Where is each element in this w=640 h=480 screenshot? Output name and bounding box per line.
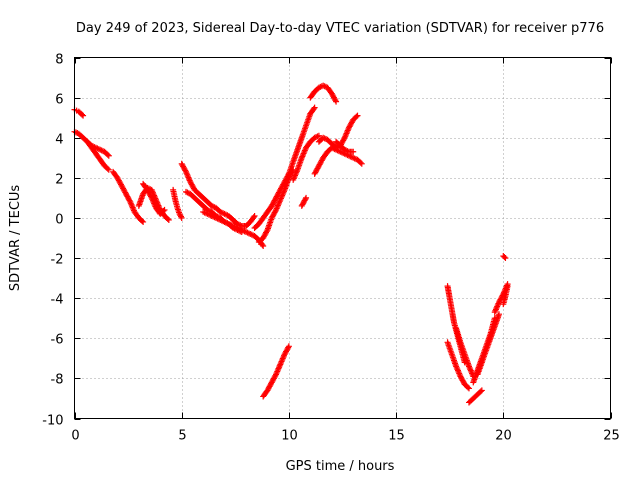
data-point <box>353 113 360 120</box>
series-arc16 <box>298 194 310 209</box>
data-point <box>260 243 267 250</box>
data-point <box>501 254 508 261</box>
y-axis-label: SDTVAR / TECUs <box>8 185 23 292</box>
series-arc14 <box>285 104 318 177</box>
data-point <box>285 344 292 351</box>
data-point <box>333 98 340 105</box>
data-point <box>250 214 257 221</box>
data-point <box>315 132 322 139</box>
series-arc12 <box>251 170 292 231</box>
x-tick-label: 20 <box>495 429 512 444</box>
data-point <box>285 172 292 179</box>
data-point <box>311 104 318 111</box>
x-tick-label: 0 <box>71 429 79 444</box>
data-point <box>147 193 154 200</box>
axis-ticks <box>74 57 612 420</box>
series-arc28 <box>500 283 511 308</box>
series-arc17 <box>307 82 340 105</box>
y-tick-label: 8 <box>55 53 63 68</box>
data-point <box>504 283 511 290</box>
plot-frame <box>74 57 611 419</box>
data-point <box>358 160 365 167</box>
y-tick-label: -10 <box>42 414 63 429</box>
y-tick-label: 0 <box>55 213 63 228</box>
x-tick-label: 5 <box>178 429 186 444</box>
data-point <box>357 159 364 166</box>
series-arc23 <box>453 325 477 380</box>
series-arc3 <box>84 138 112 159</box>
series-arc7 <box>170 186 185 221</box>
data-point <box>104 151 111 158</box>
data-point <box>105 166 112 173</box>
data-point <box>340 136 347 143</box>
y-tick-label: 6 <box>55 93 63 108</box>
data-point <box>259 241 266 248</box>
data-point <box>502 255 509 262</box>
data-point <box>139 217 146 224</box>
series-arc4 <box>110 168 147 225</box>
data-point <box>302 196 309 203</box>
y-tick-label: 2 <box>55 173 63 188</box>
data-point <box>251 212 258 219</box>
series-arc20 <box>333 138 357 155</box>
x-tick-label: 15 <box>388 429 405 444</box>
data-point <box>140 218 147 225</box>
series-arc15 <box>290 132 322 183</box>
data-points <box>71 82 511 406</box>
data-point <box>303 194 310 201</box>
data-point <box>496 311 503 318</box>
data-point <box>354 112 361 119</box>
chart-title: Day 249 of 2023, Sidereal Day-to-day VTE… <box>76 21 604 36</box>
data-point <box>161 206 168 213</box>
data-point <box>160 207 167 214</box>
data-point <box>104 165 111 172</box>
y-tick-label: 4 <box>55 133 63 148</box>
y-tick-label: -8 <box>51 373 64 388</box>
data-point <box>285 343 292 350</box>
series-arc8 <box>178 160 258 229</box>
series-arc13 <box>260 343 292 400</box>
x-tick-label: 10 <box>281 429 298 444</box>
data-point <box>177 213 184 220</box>
x-tick-label: 25 <box>603 429 620 444</box>
y-tick-label: -4 <box>51 293 64 308</box>
data-point <box>80 112 87 119</box>
series-arc6 <box>140 180 168 217</box>
y-tick-label: -6 <box>51 333 64 348</box>
series-arc5 <box>135 184 172 223</box>
data-point <box>182 167 189 174</box>
series-arc1 <box>71 106 87 119</box>
data-point <box>263 228 270 235</box>
data-point <box>178 214 185 221</box>
data-point <box>478 387 485 394</box>
data-point <box>272 208 279 215</box>
series-arc24 <box>465 387 485 406</box>
y-tick-label: -2 <box>51 253 64 268</box>
data-point <box>477 388 484 395</box>
data-point <box>126 197 133 204</box>
data-point <box>465 385 472 392</box>
data-point <box>79 111 86 118</box>
data-point <box>350 148 357 155</box>
data-point <box>464 384 471 391</box>
data-point <box>105 152 112 159</box>
data-point <box>332 97 339 104</box>
series-arc22 <box>444 339 472 392</box>
data-point <box>165 216 172 223</box>
x-axis-label: GPS time / hours <box>286 459 395 474</box>
data-point <box>272 372 279 379</box>
series-arc29 <box>500 253 509 262</box>
tick-labels: 0 5 10 15 20 25 -10 -8 -6 -4 -2 0 2 4 6 8 <box>42 53 620 444</box>
data-point <box>310 105 317 112</box>
series-arc26 <box>474 311 503 378</box>
data-point <box>164 215 171 222</box>
